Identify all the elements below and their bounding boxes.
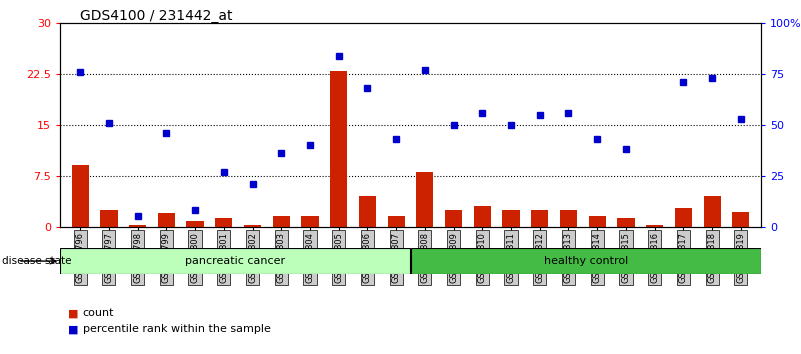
Bar [301, 216, 319, 227]
Bar [473, 206, 491, 227]
Text: count: count [83, 308, 114, 318]
Text: percentile rank within the sample: percentile rank within the sample [83, 324, 271, 334]
Bar [330, 70, 348, 227]
Text: ■: ■ [68, 324, 78, 334]
Bar [560, 210, 577, 227]
Bar [71, 166, 89, 227]
Bar [129, 225, 147, 227]
Bar [618, 218, 634, 227]
Bar [411, 248, 761, 274]
Bar [703, 196, 721, 227]
Bar [244, 224, 261, 227]
Bar [531, 210, 549, 227]
Text: pancreatic cancer: pancreatic cancer [185, 256, 285, 266]
Text: disease state: disease state [2, 256, 71, 266]
Bar [272, 216, 290, 227]
Bar [502, 210, 520, 227]
Text: ■: ■ [68, 308, 78, 318]
Bar [646, 224, 663, 227]
Bar [589, 216, 606, 227]
Bar [417, 172, 433, 227]
Text: GDS4100 / 231442_at: GDS4100 / 231442_at [80, 9, 232, 23]
Bar [445, 210, 462, 227]
Bar [674, 207, 692, 227]
Bar [388, 216, 405, 227]
Bar [158, 213, 175, 227]
Text: healthy control: healthy control [544, 256, 628, 266]
Bar [732, 212, 750, 227]
Bar [359, 196, 376, 227]
Bar [60, 248, 410, 274]
Bar [100, 210, 118, 227]
Bar [187, 221, 203, 227]
Bar [215, 218, 232, 227]
